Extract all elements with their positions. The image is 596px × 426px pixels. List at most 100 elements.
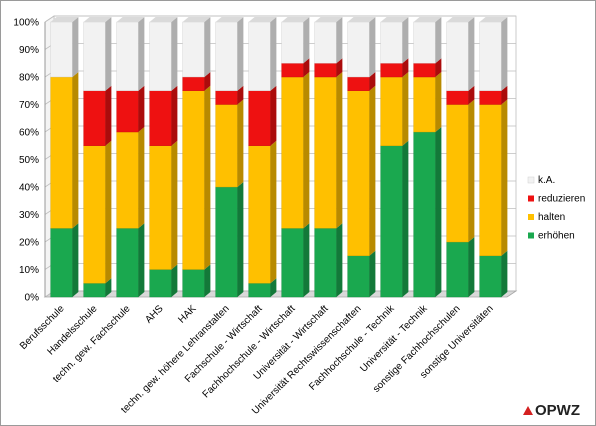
bar-side: [402, 140, 409, 297]
logo-text: OPWZ: [535, 402, 580, 419]
bar-top: [149, 17, 178, 22]
y-tick-label: 60%: [19, 128, 39, 139]
bar-front: [83, 21, 106, 91]
plot-walls: [43, 15, 518, 298]
bar-top: [347, 17, 376, 22]
bar-top: [50, 17, 79, 22]
bar-segment-erhöhen: [347, 250, 376, 298]
bar-front: [479, 255, 502, 298]
bar-top: [281, 17, 310, 22]
bar-stack: [248, 17, 277, 298]
bar-side: [171, 140, 178, 270]
y-tick-label: 80%: [19, 73, 39, 84]
bar-top: [380, 17, 409, 22]
bar-segment-erhöhen: [314, 223, 343, 298]
bar-front: [446, 241, 469, 298]
bar-stack: [347, 17, 376, 298]
bar-stack: [413, 17, 442, 298]
bar-side: [369, 72, 376, 91]
bar-segment-reduzieren: [215, 85, 244, 105]
bar-segment-reduzieren: [116, 85, 145, 133]
bar-front: [116, 228, 139, 298]
bar-front: [314, 21, 337, 64]
bar-stack: [446, 17, 475, 298]
bar-side: [435, 127, 442, 297]
y-tick-label: 30%: [19, 210, 39, 221]
bar-stack: [215, 17, 244, 298]
bar-segment-reduzieren: [380, 58, 409, 78]
bar-front: [479, 21, 502, 91]
bar-segment-erhöhen: [215, 182, 244, 298]
bar-front: [446, 21, 469, 91]
y-tick-label: 20%: [19, 238, 39, 249]
bar-side: [303, 17, 310, 64]
bar-front: [347, 76, 370, 91]
bar-side: [270, 278, 277, 297]
bar-front: [446, 90, 469, 105]
bar-front: [182, 269, 205, 298]
bar-stack: [314, 17, 343, 298]
bar-front: [380, 145, 403, 298]
bar-front: [149, 145, 172, 270]
bar-side: [171, 17, 178, 91]
bar-top: [413, 17, 442, 22]
bar-front: [281, 63, 304, 78]
bar-side: [435, 58, 442, 77]
bar-segment-halten: [149, 140, 178, 270]
bar-side: [336, 223, 343, 297]
bar-front: [413, 63, 436, 78]
bar-stack: [50, 17, 79, 298]
bar-side: [105, 140, 112, 284]
legend-label: k.A.: [538, 175, 555, 186]
bar-side: [72, 223, 79, 297]
bar-segment-k.A.: [413, 17, 442, 64]
bar-side: [336, 72, 343, 229]
bar-segment-halten: [413, 72, 442, 133]
bar-front: [281, 21, 304, 64]
bar-front: [182, 21, 205, 78]
bar-side: [468, 99, 475, 242]
bar-segment-k.A.: [446, 17, 475, 91]
bars: [50, 17, 508, 298]
bar-front: [314, 76, 337, 229]
bar-side: [369, 250, 376, 297]
bar-top: [479, 17, 508, 22]
bar-side: [237, 17, 244, 91]
bar-front: [83, 145, 106, 284]
bar-segment-halten: [116, 127, 145, 229]
bar-front: [248, 21, 271, 91]
bar-front: [347, 90, 370, 256]
bar-stack: [281, 17, 310, 298]
bar-side: [336, 58, 343, 77]
bar-side: [369, 85, 376, 256]
bar-side: [501, 17, 508, 91]
bar-top: [215, 17, 244, 22]
bar-side: [138, 223, 145, 297]
legend-swatch: [527, 176, 535, 184]
bar-top: [83, 17, 112, 22]
bar-segment-k.A.: [215, 17, 244, 91]
bar-side: [468, 237, 475, 297]
legend-swatch: [528, 232, 534, 239]
bar-segment-k.A.: [182, 17, 211, 78]
bar-segment-k.A.: [149, 17, 178, 91]
bar-front: [83, 90, 106, 146]
bar-segment-halten: [446, 99, 475, 243]
bar-side: [138, 127, 145, 229]
bar-top: [116, 17, 145, 22]
y-tick-label: 10%: [19, 265, 39, 276]
bar-segment-halten: [182, 85, 211, 270]
bar-side: [303, 223, 310, 297]
bar-front: [413, 21, 436, 64]
bar-front: [479, 90, 502, 105]
bar-segment-erhöhen: [182, 264, 211, 298]
bar-side: [171, 264, 178, 297]
bar-segment-erhöhen: [50, 223, 79, 298]
bar-segment-reduzieren: [248, 85, 277, 146]
bar-segment-erhöhen: [149, 264, 178, 298]
bar-stack: [380, 17, 409, 298]
bar-side: [171, 85, 178, 146]
bar-segment-reduzieren: [347, 72, 376, 91]
